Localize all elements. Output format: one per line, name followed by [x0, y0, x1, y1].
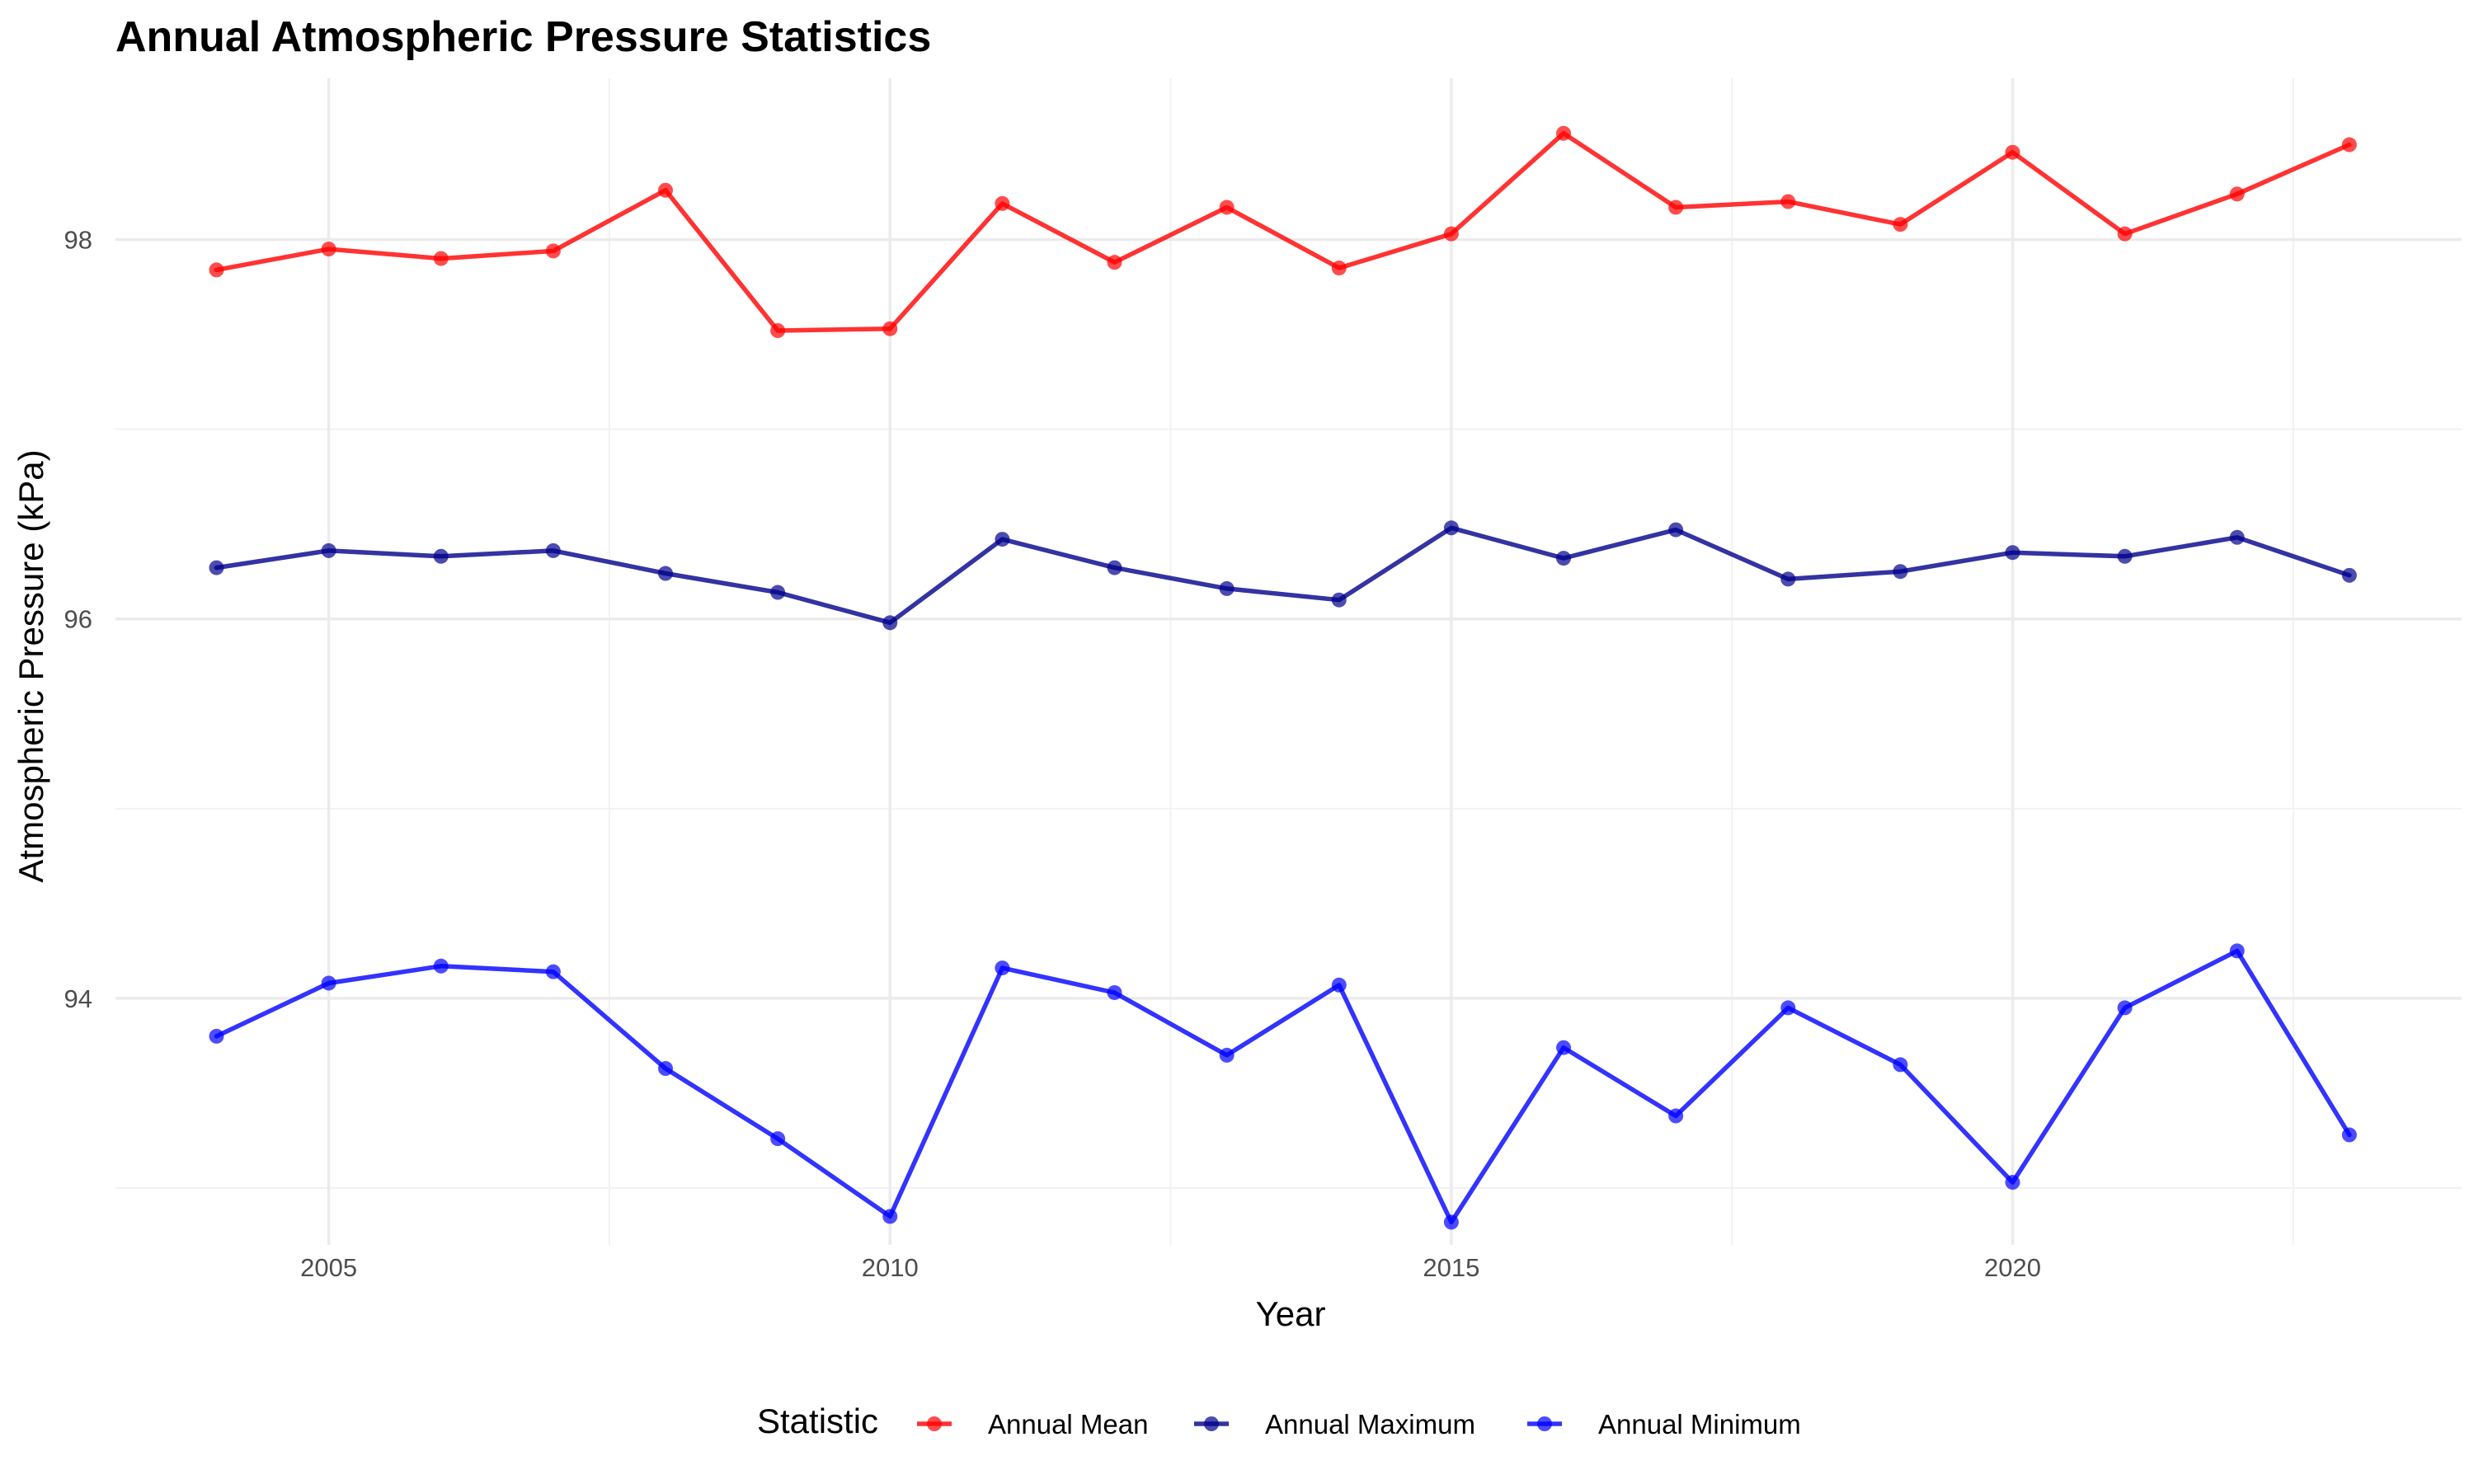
data-point [995, 195, 1010, 211]
data-point [2229, 186, 2245, 202]
series-line-1 [214, 130, 2352, 333]
data-point [1893, 217, 1908, 232]
legend-item: Annual Maximum [1194, 1409, 1475, 1439]
data-point [770, 585, 786, 600]
y-axis-title: Atmospheric Pressure (kPa) [12, 449, 50, 882]
data-point [1780, 1000, 1796, 1016]
data-points [209, 125, 2357, 1230]
y-axis-ticks: 94 96 98 [64, 226, 92, 1013]
data-point [995, 532, 1010, 547]
data-point [1556, 125, 1572, 141]
legend-key-point [1537, 1416, 1552, 1431]
data-point [1443, 1214, 1459, 1230]
data-point [1107, 984, 1122, 1000]
data-point [1556, 551, 1572, 566]
data-point [545, 964, 561, 979]
data-point [1331, 261, 1347, 276]
data-point [209, 262, 224, 278]
data-point [1219, 580, 1235, 596]
data-point [1443, 226, 1459, 242]
data-point [1893, 564, 1908, 580]
data-point [658, 566, 674, 581]
x-tick-label: 2005 [300, 1253, 357, 1282]
data-point [2229, 943, 2245, 959]
data-point [2005, 545, 2020, 561]
data-point [882, 615, 898, 631]
legend-item: Annual Mean [917, 1409, 1148, 1439]
data-point [209, 560, 224, 575]
data-point [545, 542, 561, 558]
data-point [2341, 567, 2357, 583]
data-point [1107, 560, 1122, 575]
legend-title: Statistic [757, 1402, 878, 1440]
y-tick-label: 98 [64, 226, 92, 255]
series-lines [214, 130, 2352, 1225]
data-point [1668, 1108, 1684, 1124]
data-point [209, 1028, 224, 1044]
data-point [1107, 255, 1122, 270]
data-point [1668, 200, 1684, 215]
data-point [882, 321, 898, 336]
legend-key-point [927, 1416, 942, 1431]
chart-title: Annual Atmospheric Pressure Statistics [115, 13, 931, 61]
data-point [770, 1131, 786, 1147]
y-tick-label: 96 [64, 605, 92, 634]
series-line-2 [214, 525, 2352, 626]
legend: Statistic Annual Mean Annual Maximum Annua… [757, 1402, 1801, 1440]
legend-label: Annual Minimum [1598, 1409, 1801, 1439]
data-point [321, 242, 336, 257]
data-point [1331, 592, 1347, 608]
data-point [1331, 977, 1347, 993]
x-tick-label: 2020 [1984, 1253, 2041, 1282]
data-point [2341, 1127, 2357, 1143]
x-axis-ticks: 2005 2010 2015 2020 [300, 1253, 2041, 1282]
data-point [882, 1209, 898, 1224]
x-tick-label: 2015 [1423, 1253, 1479, 1282]
data-point [1668, 522, 1684, 538]
data-point [321, 542, 336, 558]
data-point [1893, 1057, 1908, 1073]
data-point [1556, 1040, 1572, 1055]
data-point [995, 960, 1010, 976]
series-line-3 [214, 948, 2352, 1225]
data-point [2117, 548, 2133, 564]
data-point [433, 251, 449, 266]
data-point [2117, 226, 2133, 242]
y-tick-label: 94 [64, 984, 92, 1013]
data-point [2229, 529, 2245, 545]
legend-items: Annual Mean Annual Maximum Annual Minimum [917, 1409, 1801, 1439]
data-point [321, 975, 336, 991]
data-point [770, 323, 786, 339]
data-point [658, 182, 674, 198]
data-point [1780, 571, 1796, 587]
data-point [2005, 1175, 2020, 1190]
data-point [1443, 520, 1459, 536]
x-axis-title: Year [1256, 1294, 1326, 1333]
legend-label: Annual Maximum [1265, 1409, 1475, 1439]
data-point [545, 243, 561, 259]
data-point [2341, 137, 2357, 153]
legend-item: Annual Minimum [1527, 1409, 1801, 1439]
data-point [658, 1061, 674, 1077]
x-tick-label: 2010 [862, 1253, 919, 1282]
data-point [2005, 144, 2020, 160]
data-point [1219, 200, 1235, 215]
data-point [1219, 1047, 1235, 1063]
legend-label: Annual Mean [988, 1409, 1148, 1439]
data-point [1780, 194, 1796, 209]
legend-key-point [1204, 1416, 1219, 1431]
data-point [2117, 1000, 2133, 1016]
data-point [433, 958, 449, 974]
data-point [433, 548, 449, 564]
